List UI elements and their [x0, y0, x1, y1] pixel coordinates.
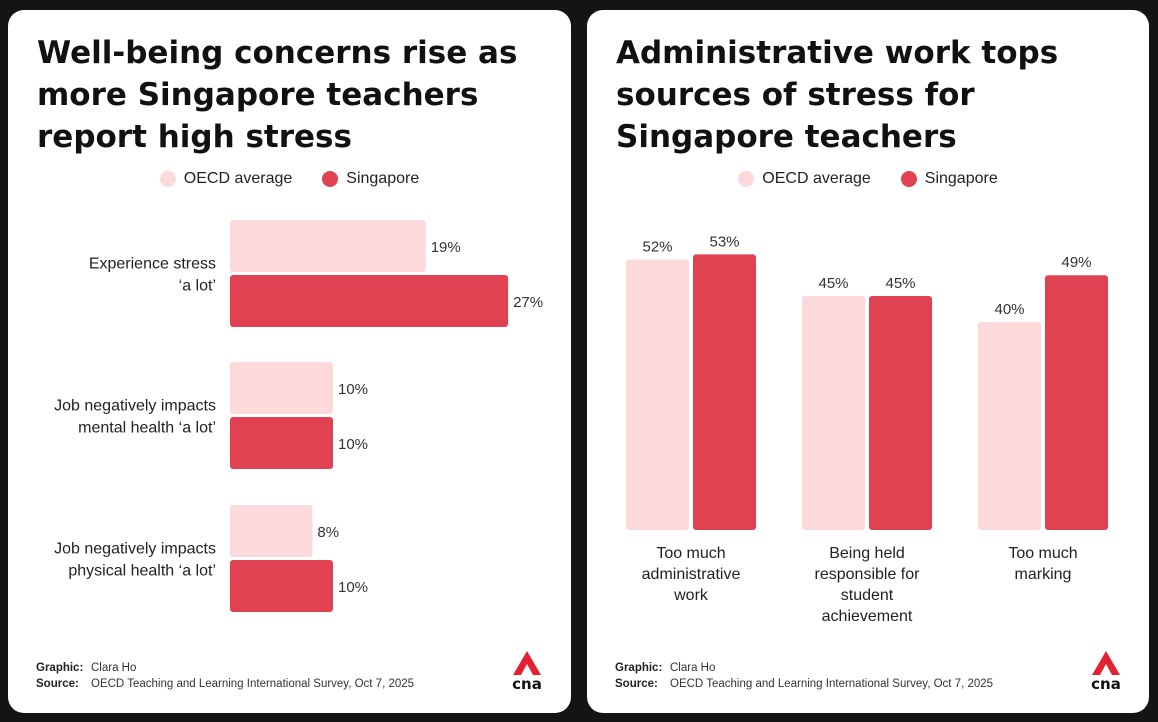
- svg-text:cna: cna: [512, 675, 542, 692]
- legend-swatch-singapore: [900, 171, 917, 187]
- data-label: 19%: [431, 239, 461, 256]
- stress-sources-chart-card: Administrative work tops sources of stre…: [587, 10, 1149, 713]
- chart-legend: OECD average Singapore: [8, 170, 571, 188]
- cna-logo-icon: cna: [512, 651, 542, 692]
- cna-logo-icon: cna: [1091, 651, 1121, 692]
- data-label: 40%: [994, 301, 1024, 318]
- svg-text:cna: cna: [1091, 675, 1121, 692]
- category-label: Too much marking: [1008, 545, 1077, 583]
- source-label: Source:: [36, 678, 79, 690]
- chart-title: Administrative work tops sources of stre…: [616, 35, 1059, 155]
- bar-oecd: [230, 505, 313, 557]
- category-label: Being held responsible for student achievem…: [815, 545, 921, 625]
- data-label: 53%: [709, 233, 739, 250]
- bar-oecd: [978, 322, 1041, 530]
- legend-swatch-singapore: [322, 171, 339, 187]
- chart-footer: Graphic: Clara Ho Source: OECD Teaching …: [36, 660, 414, 692]
- category-label: Job negatively impacts mental health ‘a l…: [54, 398, 216, 437]
- horizontal-bar-chart: Experience stress ‘a lot’ 19% 27% Job negati…: [54, 220, 543, 612]
- legend-swatch-oecd: [159, 171, 176, 187]
- bar-oecd: [802, 296, 865, 530]
- data-label: 49%: [1061, 254, 1091, 271]
- bar-oecd: [230, 362, 333, 414]
- legend-swatch-oecd: [738, 171, 755, 187]
- bar-singapore: [230, 275, 509, 327]
- data-label: 10%: [338, 436, 368, 453]
- category-label: Job negatively impacts physical health ‘a…: [54, 541, 216, 580]
- chart-legend: OECD average Singapore: [587, 170, 1149, 188]
- legend-label-singapore: Singapore: [346, 170, 420, 187]
- legend-item-singapore: Singapore: [322, 170, 419, 188]
- legend-label-oecd: OECD average: [762, 170, 871, 187]
- data-label: 45%: [818, 275, 848, 292]
- bar-singapore: [230, 560, 333, 612]
- bar-oecd: [626, 259, 689, 530]
- vertical-bar-chart: 52% 53% Too much administrative work 45% 45% Be…: [626, 233, 1108, 625]
- graphic-credit: Clara Ho: [91, 662, 137, 674]
- bar-singapore: [693, 254, 756, 530]
- stress-chart-card: Well-being concerns rise as more Singapo…: [8, 10, 571, 713]
- data-label: 27%: [513, 294, 543, 311]
- data-label: 10%: [338, 579, 368, 596]
- bar-singapore: [1045, 275, 1108, 530]
- data-label: 45%: [885, 275, 915, 292]
- data-label: 8%: [317, 524, 339, 541]
- legend-item-oecd: OECD average: [159, 170, 293, 188]
- legend-item-singapore: Singapore: [900, 170, 998, 188]
- graphic-credit: Clara Ho: [670, 662, 716, 674]
- bar-singapore: [230, 417, 333, 469]
- source-credit: OECD Teaching and Learning International…: [670, 678, 994, 690]
- chart-title: Well-being concerns rise as more Singapo…: [37, 35, 518, 155]
- legend-label-oecd: OECD average: [183, 170, 293, 187]
- source-credit: OECD Teaching and Learning International…: [91, 678, 415, 690]
- legend-item-oecd: OECD average: [738, 170, 871, 188]
- category-label: Experience stress ‘a lot’: [89, 256, 216, 295]
- graphic-label: Graphic:: [615, 662, 663, 674]
- data-label: 52%: [642, 239, 672, 256]
- category-label: Too much administrative work: [642, 545, 741, 604]
- chart-footer: Graphic: Clara Ho Source: OECD Teaching …: [615, 660, 993, 692]
- graphic-label: Graphic:: [36, 662, 84, 674]
- bar-oecd: [230, 220, 426, 272]
- source-label: Source:: [615, 678, 658, 690]
- legend-label-singapore: Singapore: [924, 170, 998, 187]
- data-label: 10%: [338, 381, 368, 398]
- bar-singapore: [869, 296, 932, 530]
